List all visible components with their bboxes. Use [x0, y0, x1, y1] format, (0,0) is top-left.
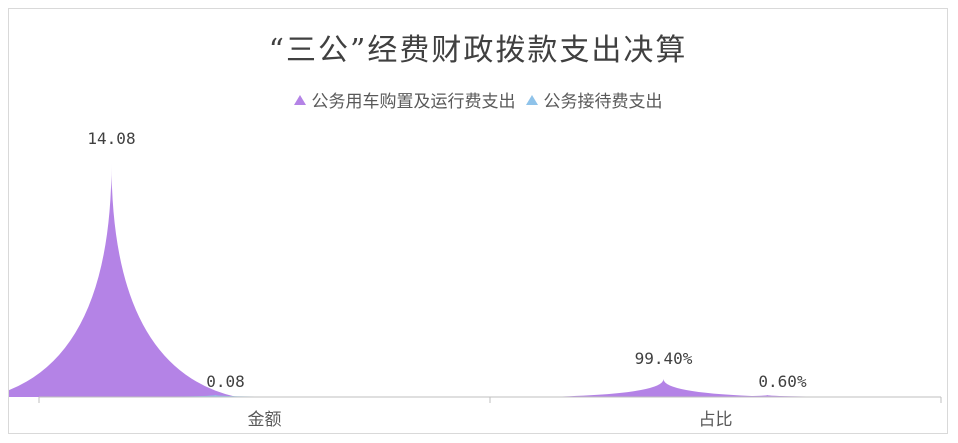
legend-label-series-1: 公务用车购置及运行费支出	[311, 92, 516, 112]
x-tick-label-1: 金额	[248, 410, 282, 430]
x-tick-label-2: 占比	[699, 410, 733, 430]
legend: 公务用车购置及运行费支出 公务接待费支出	[9, 87, 947, 112]
legend-item-series-1[interactable]: 公务用车购置及运行费支出	[293, 87, 516, 112]
plot-area: 14.08 0.08 99.40% 0.60% 金额 占比	[9, 129, 942, 430]
chart-title: “三公”经费财政拨款支出决算	[268, 33, 688, 68]
legend-item-series-2[interactable]: 公务接待费支出	[525, 87, 663, 112]
spike-share-series-1	[538, 379, 789, 397]
data-label-share-series-1: 99.40%	[635, 349, 693, 368]
data-label-amount-series-2: 0.08	[206, 372, 245, 391]
spike-share-series-2	[642, 395, 893, 397]
spike-amount-series-1	[9, 162, 237, 397]
data-label-amount-series-1: 14.08	[87, 129, 135, 148]
data-label-share-series-2: 0.60%	[758, 372, 807, 391]
chart-frame: “三公”经费财政拨款支出决算 公务用车购置及运行费支出 公务接待费支出 14.0…	[8, 8, 948, 434]
spike-amount-series-2	[90, 395, 341, 397]
triangle-marker-icon	[293, 94, 306, 105]
legend-label-series-2: 公务接待费支出	[543, 92, 663, 112]
triangle-marker-icon	[525, 94, 538, 105]
